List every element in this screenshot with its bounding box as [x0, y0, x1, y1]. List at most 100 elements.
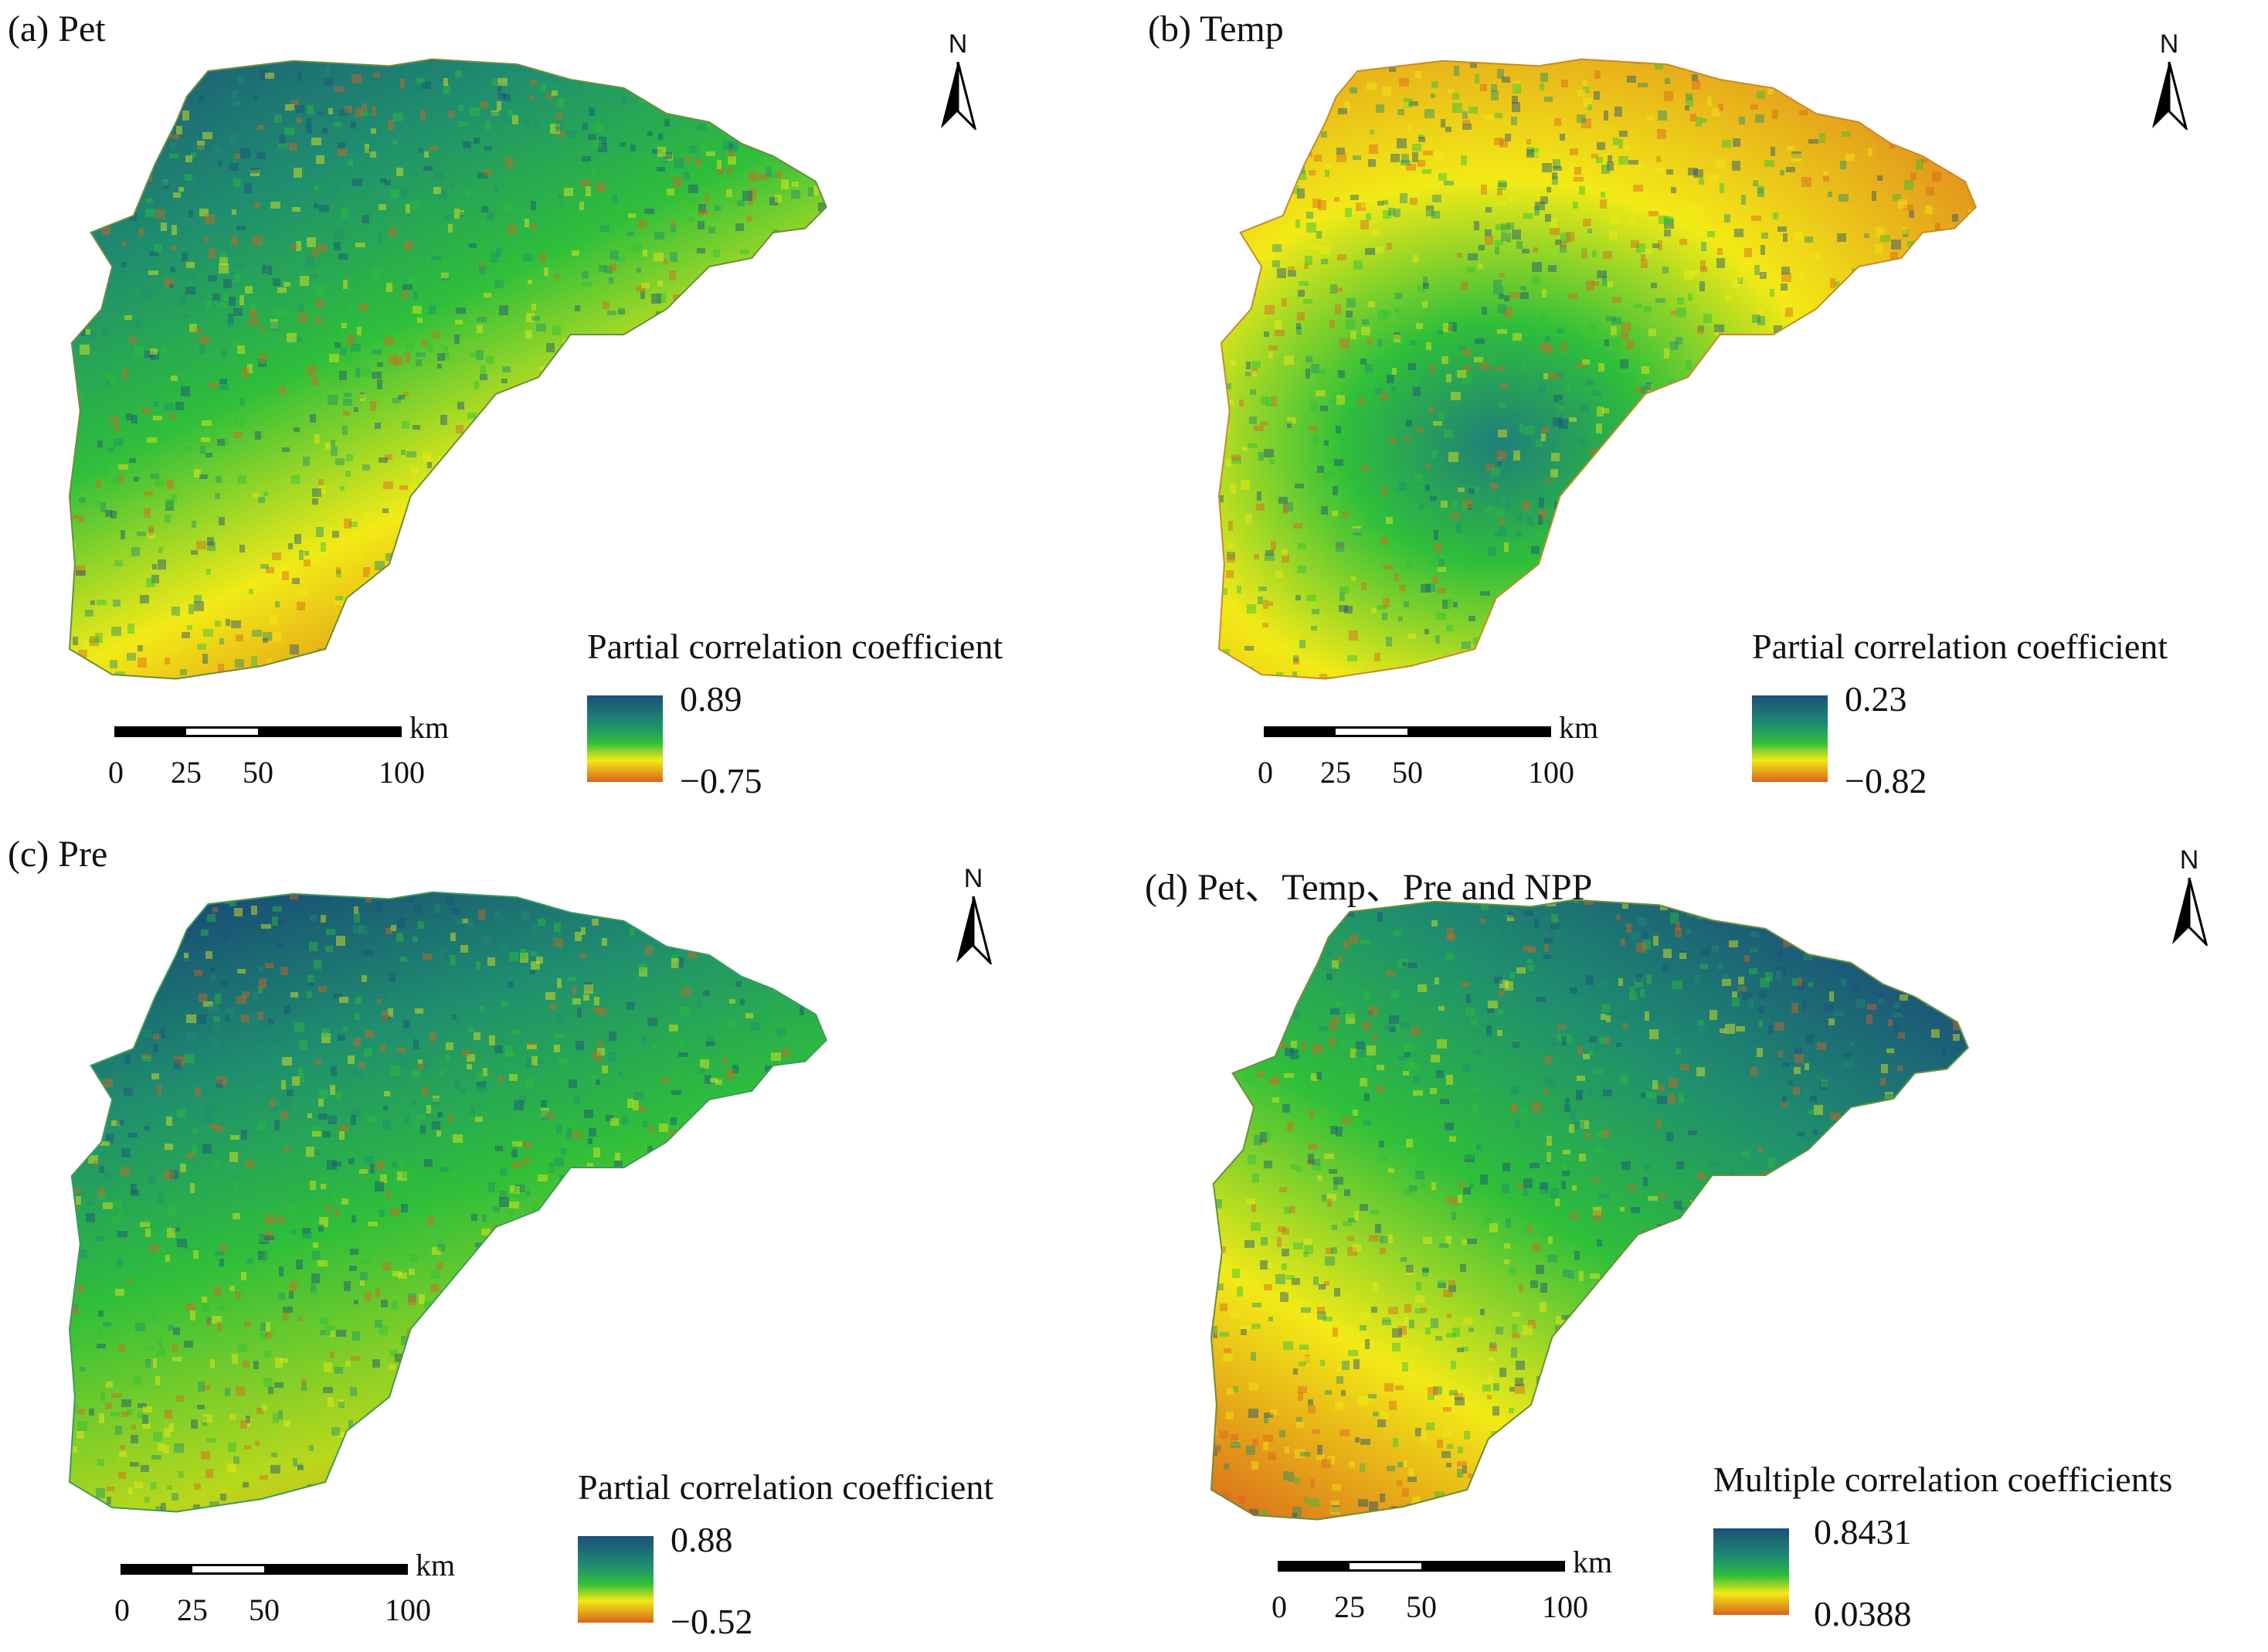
raster-cell — [253, 1361, 259, 1369]
raster-cell — [152, 564, 157, 569]
raster-cell — [1340, 52, 1350, 58]
raster-cell — [731, 1219, 741, 1225]
raster-cell — [284, 282, 290, 287]
raster-cell — [175, 402, 184, 410]
raster-cell — [1615, 1436, 1621, 1444]
raster-cell — [724, 508, 732, 517]
raster-cell — [402, 1169, 411, 1178]
raster-cell — [1217, 393, 1223, 401]
raster-cell — [1220, 1431, 1228, 1439]
raster-cell — [234, 908, 243, 916]
raster-cell — [858, 1282, 863, 1291]
raster-cell — [284, 1420, 290, 1427]
raster-cell — [379, 1209, 385, 1217]
raster-cell — [121, 1148, 131, 1157]
raster-cell — [86, 73, 94, 79]
raster-cell — [851, 1195, 856, 1204]
raster-cell — [1981, 434, 1988, 439]
raster-cell — [106, 1382, 113, 1388]
raster-cell — [1468, 616, 1475, 621]
raster-cell — [316, 669, 323, 678]
raster-cell — [654, 232, 664, 240]
raster-cell — [1467, 267, 1475, 273]
raster-cell — [140, 595, 149, 603]
scale-bar-line — [121, 1564, 408, 1575]
raster-cell — [1757, 1048, 1763, 1057]
raster-cell — [1929, 1083, 1935, 1092]
scale-tick: 0 — [108, 754, 124, 790]
raster-cell — [451, 1291, 458, 1297]
raster-cell — [165, 658, 170, 665]
raster-cell — [1774, 573, 1782, 578]
raster-cell — [1686, 1308, 1694, 1317]
raster-cell — [1757, 477, 1764, 484]
raster-cell — [1587, 1090, 1592, 1096]
raster-cell — [1298, 543, 1306, 549]
raster-cell — [392, 1300, 398, 1310]
raster-cell — [1942, 316, 1950, 326]
raster-cell — [237, 475, 246, 484]
raster-cell — [239, 545, 245, 552]
raster-cell — [681, 110, 688, 117]
raster-cell — [1722, 140, 1731, 148]
raster-cell — [125, 923, 134, 930]
raster-cell — [1619, 131, 1628, 137]
raster-cell — [1565, 1467, 1574, 1474]
raster-cell — [392, 666, 400, 675]
raster-cell — [1868, 276, 1873, 284]
raster-cell — [2015, 398, 2025, 406]
raster-cell — [273, 906, 282, 912]
raster-cell — [460, 1088, 467, 1094]
raster-cell — [65, 944, 70, 953]
raster-cell — [508, 225, 517, 233]
raster-cell — [600, 226, 609, 232]
raster-cell — [1960, 545, 1965, 553]
raster-cell — [463, 632, 470, 637]
raster-cell — [1961, 124, 1971, 133]
raster-cell — [1947, 68, 1954, 76]
raster-cell — [363, 56, 372, 60]
raster-cell — [1750, 371, 1757, 379]
raster-cell — [550, 1004, 557, 1010]
raster-cell — [1640, 1377, 1649, 1386]
raster-cell — [433, 187, 441, 194]
raster-cell — [362, 215, 369, 223]
raster-cell — [231, 620, 241, 628]
raster-cell — [1982, 972, 1991, 979]
raster-cell — [715, 467, 725, 475]
raster-cell — [1808, 139, 1818, 144]
raster-cell — [488, 1182, 495, 1192]
raster-cell — [249, 318, 259, 325]
raster-cell — [531, 304, 536, 311]
raster-cell — [297, 602, 305, 610]
raster-cell — [734, 1144, 739, 1149]
raster-cell — [1950, 267, 1954, 274]
raster-cell — [823, 956, 828, 962]
raster-cell — [508, 981, 514, 987]
raster-cell — [647, 1265, 657, 1270]
raster-cell — [1519, 1284, 1523, 1292]
raster-cell — [580, 1193, 590, 1198]
raster-cell — [531, 80, 537, 85]
raster-cell — [274, 114, 282, 123]
raster-cell — [1947, 462, 1954, 467]
raster-cell — [439, 1070, 443, 1075]
raster-cell — [1539, 1450, 1547, 1455]
raster-cell — [450, 955, 456, 965]
raster-cell — [613, 1324, 620, 1334]
raster-cell — [1473, 1087, 1481, 1092]
raster-cell — [1487, 1395, 1492, 1399]
raster-cell — [1219, 221, 1228, 228]
raster-cell — [230, 1266, 235, 1270]
raster-cell — [1944, 1114, 1951, 1122]
raster-cell — [1268, 1079, 1276, 1085]
raster-cell — [1595, 572, 1603, 582]
raster-cell — [1225, 925, 1231, 930]
raster-cell — [1419, 960, 1427, 965]
raster-cell — [772, 1147, 779, 1157]
raster-cell — [572, 250, 579, 256]
raster-cell — [1497, 329, 1507, 334]
raster-cell — [586, 186, 591, 196]
raster-cell — [1606, 316, 1616, 321]
raster-cell — [104, 1171, 110, 1181]
